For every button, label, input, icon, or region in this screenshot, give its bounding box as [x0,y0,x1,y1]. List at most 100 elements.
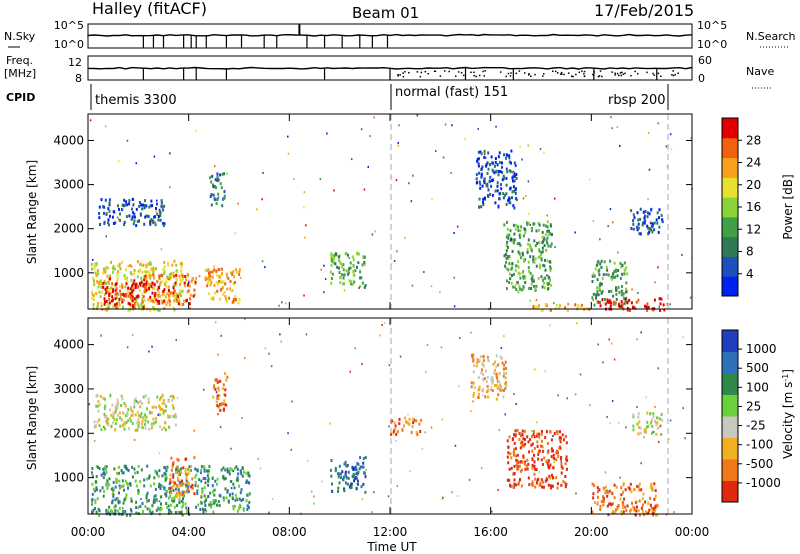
scatter-cell [363,188,366,191]
scatter-cell [553,432,556,436]
scatter-cell [203,465,206,469]
scatter-cell [109,291,112,295]
scatter-cell [182,497,184,501]
scatter-cell [502,374,505,378]
scatter-cell [518,272,521,276]
scatter-cell [591,296,594,300]
nave-dot [672,74,675,77]
scatter-cell [163,293,166,297]
scatter-cell [176,292,179,296]
scatter-cell [478,387,481,391]
scatter-cell [620,265,623,269]
scatter-cell [173,496,176,500]
scatter-cell [522,444,525,448]
nave-dot [578,71,581,74]
scatter-cell [321,480,323,483]
scatter-cell [608,489,611,493]
scatter-cell [116,272,119,276]
scatter-cell [662,303,665,307]
scatter-cell [482,203,485,207]
scatter-cell [527,476,530,480]
scatter-cell [117,160,120,163]
scatter-cell [199,507,202,511]
scatter-cell [163,270,166,274]
scatter-cell [653,431,655,433]
scatter-cell [489,192,492,196]
scatter-cell [344,470,347,474]
scatter-cell [175,468,177,472]
scatter-cell [116,216,119,219]
scatter-cell [105,511,108,515]
scatter-cell [361,498,364,501]
scatter-cell [646,411,649,415]
scatter-cell [606,494,609,498]
scatter-cell [246,507,249,511]
scatter-cell [491,379,494,383]
scatter-cell [170,491,173,495]
nave-dot [575,73,577,76]
scatter-cell [621,272,624,276]
scatter-cell [357,462,360,466]
scatter-cell [202,509,205,512]
scatter-cell [405,420,408,424]
scatter-cell [187,490,190,494]
scatter-cell [656,211,659,215]
scatter-cell [206,277,209,281]
station-title: Halley (fitACF) [92,0,207,18]
scatter-cell [238,270,241,274]
scatter-cell [114,428,117,432]
scatter-cell [526,467,529,471]
scatter-cell [107,207,110,211]
scatter-cell [493,368,496,372]
scatter-cell [146,491,149,495]
scatter-cell [115,302,118,306]
scatter-cell [659,308,662,312]
scatter-cell [126,281,129,283]
freq-tick-low: 8 [75,72,82,85]
colorbar-cell [722,177,738,198]
scatter-cell [217,386,220,390]
scatter-cell [641,503,644,507]
scatter-cell [632,219,635,223]
scatter-cell [504,193,507,197]
scatter-cell [511,249,514,253]
scatter-cell [650,431,653,435]
scatter-cell [165,502,168,505]
scatter-cell [506,170,509,174]
scatter-cell [486,161,489,165]
scatter-cell [595,296,597,300]
scatter-cell [648,230,651,234]
scatter-cell [285,302,287,305]
scatter-cell [491,381,494,385]
scatter-cell [143,299,146,302]
nave-dot [677,72,679,74]
scatter-cell [247,506,250,510]
scatter-cell [525,464,528,468]
scatter-cell [220,287,223,291]
scatter-cell [178,274,181,278]
scatter-cell [642,221,644,225]
scatter-cell [484,395,487,399]
scatter-cell [421,448,424,450]
scatter-cell [503,335,505,338]
scatter-cell [398,124,400,127]
scatter-cell [122,501,125,505]
scatter-cell [231,496,234,500]
scatter-cell [153,482,156,486]
scatter-cell [149,221,151,224]
scatter-cell [549,324,551,327]
scatter-cell [595,263,598,267]
scatter-cell [140,468,143,472]
scatter-cell [117,497,119,501]
scatter-cell [371,511,373,514]
scatter-cell [245,481,248,484]
scatter-cell [262,171,264,174]
scatter-cell [103,407,106,410]
scatter-cell [182,504,185,508]
scatter-cell [556,482,559,486]
scatter-cell [116,414,119,418]
scatter-cell [526,251,529,254]
scatter-cell [492,178,495,182]
scatter-cell [399,355,402,358]
scatter-cell [520,288,523,292]
